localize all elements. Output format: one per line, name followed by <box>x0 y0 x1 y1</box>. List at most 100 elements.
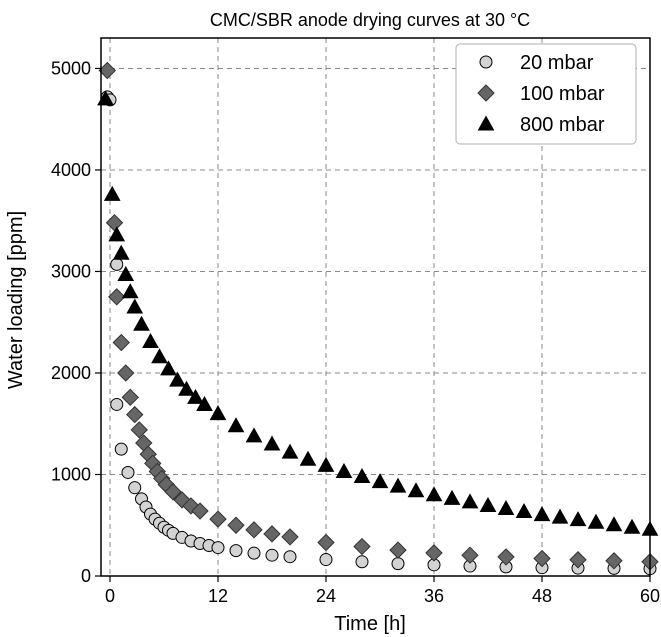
x-axis-label: Time [h] <box>334 613 406 635</box>
data-point <box>317 533 335 552</box>
data-point <box>265 548 279 562</box>
data-point <box>353 537 371 556</box>
data-point <box>126 298 144 314</box>
data-point <box>461 493 479 509</box>
y-tick-label: 0 <box>81 566 91 586</box>
data-point <box>605 552 623 570</box>
chart-title: CMC/SBR anode drying curves at 30 °C <box>210 10 530 30</box>
legend: 20 mbar 100 mbar 800 mbar <box>455 43 637 145</box>
legend-marker <box>477 84 495 102</box>
data-point <box>117 265 135 282</box>
data-point <box>178 380 195 396</box>
data-point <box>227 417 245 433</box>
data-point <box>461 546 479 564</box>
data-point <box>110 397 124 411</box>
axis-ticks: 0 12 24 36 48 60 0 1000 2000 3000 4000 5000 <box>51 58 660 606</box>
legend-marker <box>479 55 493 69</box>
data-point <box>497 548 515 566</box>
data-point <box>263 525 281 543</box>
data-point <box>114 442 128 456</box>
data-point <box>569 511 587 527</box>
series-diamond <box>98 61 659 571</box>
data-point <box>103 185 121 201</box>
data-point <box>191 502 209 520</box>
data-point <box>227 516 245 534</box>
data-point <box>211 541 225 555</box>
data-point <box>112 244 130 260</box>
data-point <box>128 481 142 495</box>
x-tick-label: 48 <box>532 586 552 606</box>
data-point <box>117 364 135 382</box>
data-point <box>169 371 186 387</box>
legend-label: 800 mbar <box>520 114 605 136</box>
data-point <box>160 360 177 376</box>
data-point <box>497 499 515 515</box>
data-point <box>196 395 213 411</box>
data-point <box>391 557 405 571</box>
data-point <box>209 405 227 421</box>
data-point <box>121 388 139 407</box>
data-point <box>407 482 425 498</box>
data-point <box>353 467 371 484</box>
data-point <box>355 555 369 569</box>
data-point <box>389 477 407 493</box>
data-point <box>281 528 299 546</box>
data-point <box>245 427 263 443</box>
y-tick-label: 2000 <box>51 363 91 383</box>
data-point <box>130 421 148 439</box>
data-point <box>389 541 407 559</box>
data-point <box>245 521 263 539</box>
legend-label: 20 mbar <box>520 52 594 74</box>
data-point <box>164 483 182 501</box>
data-point <box>121 465 135 479</box>
plot-frame <box>100 37 651 577</box>
data-point <box>317 456 335 472</box>
data-point <box>425 486 443 502</box>
x-tick-label: 12 <box>208 586 228 606</box>
y-tick-label: 3000 <box>51 261 91 281</box>
data-point <box>623 518 641 534</box>
data-point <box>98 61 117 80</box>
data-point <box>209 510 227 528</box>
data-point <box>443 489 461 505</box>
legend-label: 100 mbar <box>520 83 605 105</box>
data-point <box>263 435 281 451</box>
data-point <box>551 508 569 524</box>
series-triangle <box>97 90 659 536</box>
x-tick-label: 24 <box>316 586 336 606</box>
data-point <box>151 348 168 364</box>
y-axis-label: Water loading [ppm] <box>5 211 27 389</box>
data-point <box>299 450 317 466</box>
data-point <box>126 405 144 424</box>
data-point <box>142 332 159 349</box>
data-point <box>605 516 623 532</box>
y-tick-label: 1000 <box>51 464 91 484</box>
data-point <box>569 551 587 569</box>
legend-marker <box>477 115 495 131</box>
legend-box <box>455 43 637 145</box>
data-point <box>187 388 204 404</box>
data-point <box>108 226 126 242</box>
data-point <box>108 288 126 306</box>
data-point <box>533 549 551 568</box>
x-tick-label: 36 <box>424 586 444 606</box>
data-point <box>479 496 497 512</box>
data-point <box>515 503 533 519</box>
x-tick-label: 0 <box>105 586 115 606</box>
data-point <box>133 315 150 331</box>
data-point <box>229 544 243 558</box>
data-point <box>112 333 130 352</box>
data-point <box>110 257 124 271</box>
data-point <box>335 462 353 478</box>
data-point <box>319 553 333 567</box>
y-tick-label: 5000 <box>51 58 91 78</box>
data-point <box>425 544 443 562</box>
x-tick-label: 60 <box>640 586 660 606</box>
data-point <box>533 506 551 522</box>
data-point <box>587 513 605 529</box>
data-point <box>371 473 389 489</box>
data-point <box>105 214 124 232</box>
data-series <box>97 61 659 576</box>
data-point <box>247 546 261 560</box>
